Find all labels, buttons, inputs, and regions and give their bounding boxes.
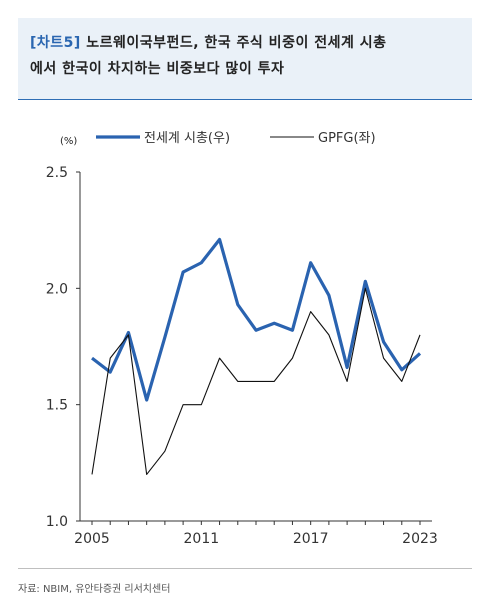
y-tick-label: 2.0 xyxy=(46,281,68,297)
axes: 1.0 1.5 2.0 2.5 2005 2011 2017 2023 xyxy=(46,165,438,547)
y-tick-label: 1.0 xyxy=(46,514,68,530)
series-layer xyxy=(91,237,422,476)
chart-title-line-1: [차트5] 노르웨이국부펀드, 한국 주식 비중이 전세계 시총 xyxy=(30,30,460,56)
x-tick-label: 2023 xyxy=(402,531,438,547)
chart-number-tag: [차트5] xyxy=(30,35,81,51)
chart-title-box: [차트5] 노르웨이국부펀드, 한국 주식 비중이 전세계 시총 에서 한국이 … xyxy=(18,18,472,100)
x-tick-label: 2011 xyxy=(184,531,220,547)
y-tick-label: 1.5 xyxy=(46,398,68,414)
legend-label-2: GPFG(좌) xyxy=(318,131,376,146)
source-note: 자료: NBIM, 유안타증권 리서치센터 xyxy=(18,584,171,595)
x-tick-label: 2005 xyxy=(74,531,110,547)
series-line-2 xyxy=(91,287,421,476)
chart-title-line-2: 에서 한국이 차지하는 비중보다 많이 투자 xyxy=(30,61,285,77)
x-tick-label: 2017 xyxy=(293,531,329,547)
legend-label-1: 전세계 시총(우) xyxy=(144,131,230,146)
y-unit-label: (%) xyxy=(60,136,77,147)
chart-title-text-1: 노르웨이국부펀드, 한국 주식 비중이 전세계 시총 xyxy=(86,35,387,51)
series-line-1 xyxy=(91,237,422,402)
legend: 전세계 시총(우) GPFG(좌) xyxy=(96,131,376,146)
footer-divider xyxy=(18,568,472,569)
y-tick-label: 2.5 xyxy=(46,165,68,181)
line-chart: (%) 전세계 시총(우) GPFG(좌) 1.0 1.5 2.0 2.5 2005 201… xyxy=(46,131,438,547)
